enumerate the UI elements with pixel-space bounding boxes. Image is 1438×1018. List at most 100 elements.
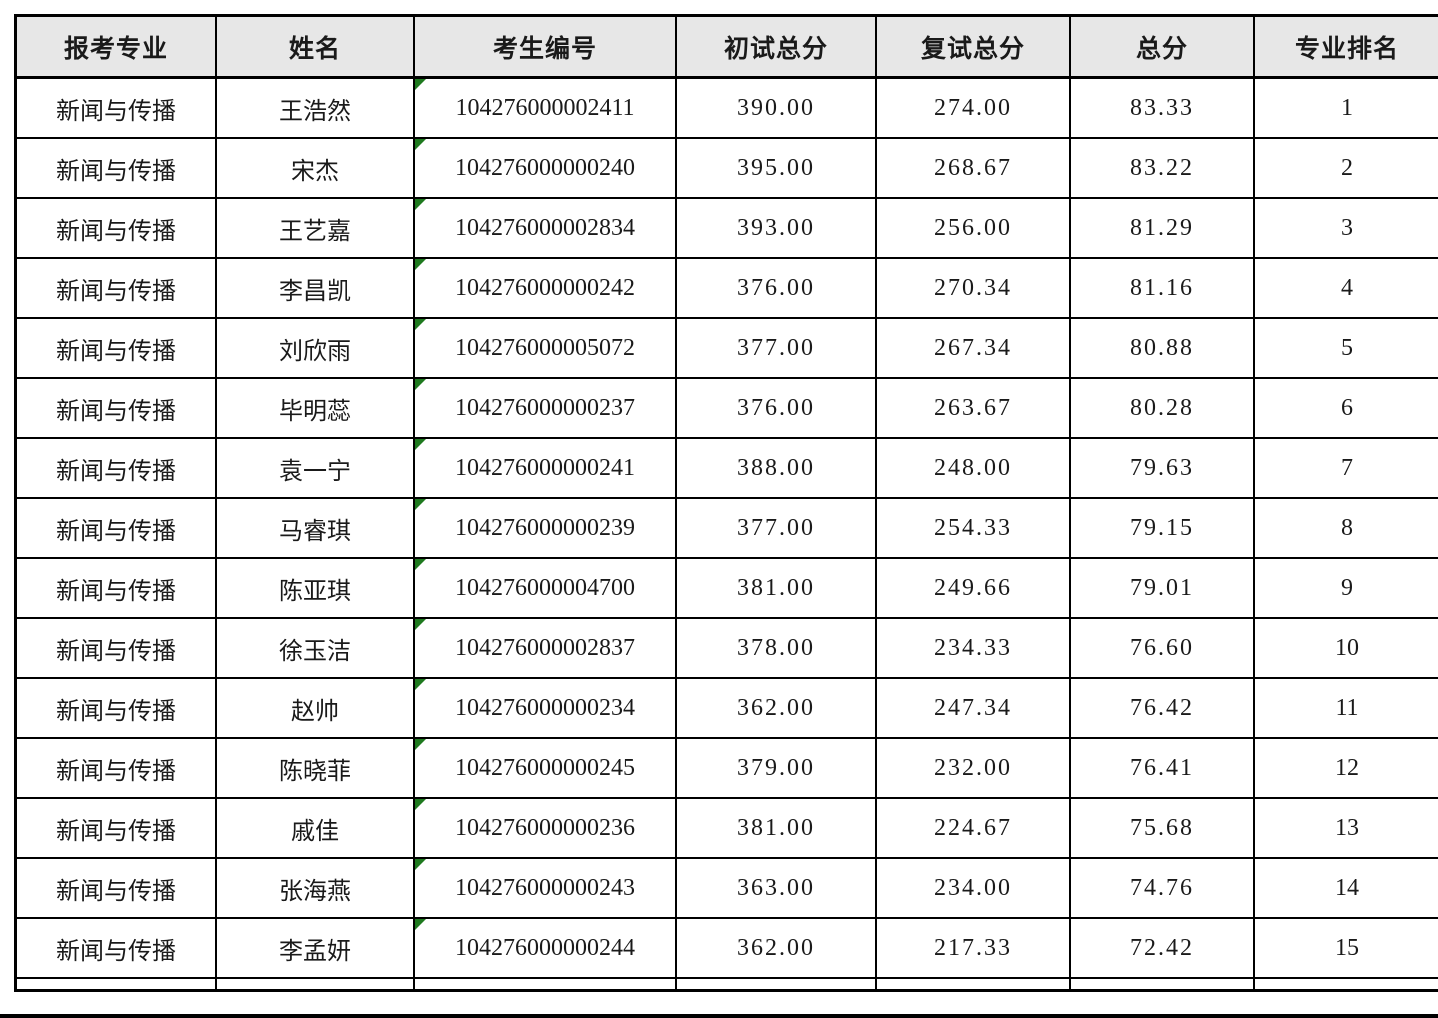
cell-retest_score: 234.33 — [875, 617, 1071, 679]
candidate-number-text: 104276000002411 — [455, 94, 635, 121]
cell-retest_score: 248.00 — [875, 437, 1071, 499]
cell-major: 新闻与传播 — [14, 377, 217, 439]
green-triangle-flag-icon — [416, 620, 426, 630]
cell-initial_score: 395.00 — [675, 137, 877, 199]
candidate-number-text: 104276000000243 — [455, 874, 635, 901]
table-row: 新闻与传播 张海燕 104276000000243 363.00 234.00 74.76… — [14, 857, 1438, 919]
cell-major: 新闻与传播 — [14, 197, 217, 259]
cell-name: 毕明蕊 — [215, 377, 415, 439]
column-header-total_score: 总分 — [1069, 14, 1255, 79]
candidate-number-text: 104276000000236 — [455, 814, 635, 841]
candidate-number-text: 104276000000237 — [455, 394, 635, 421]
cell-initial_score: 376.00 — [675, 377, 877, 439]
cell-total_score: 80.88 — [1069, 317, 1255, 379]
cell-rank: 14 — [1253, 857, 1438, 919]
table-body: 新闻与传播 王浩然 104276000002411 390.00 274.00 83.33… — [14, 76, 1438, 991]
green-triangle-flag-icon — [416, 500, 426, 510]
cell-name: 王浩然 — [215, 76, 415, 139]
cell-total_score: 76.41 — [1069, 737, 1255, 799]
table-row: 新闻与传播 戚佳 104276000000236 381.00 224.67 75.68 1… — [14, 797, 1438, 859]
cut-off-cell — [215, 977, 415, 991]
cell-rank: 8 — [1253, 497, 1438, 559]
table-row: 新闻与传播 刘欣雨 104276000005072 377.00 267.34 80.88… — [14, 317, 1438, 379]
cell-total_score: 76.42 — [1069, 677, 1255, 739]
cell-initial_score: 376.00 — [675, 257, 877, 319]
cell-candidate_no: 104276000000237 — [413, 377, 677, 439]
cell-name: 宋杰 — [215, 137, 415, 199]
green-triangle-flag-icon — [416, 380, 426, 390]
cell-candidate_no: 104276000000244 — [413, 917, 677, 979]
cell-total_score: 81.29 — [1069, 197, 1255, 259]
candidate-number-text: 104276000002834 — [455, 214, 635, 241]
cell-initial_score: 377.00 — [675, 317, 877, 379]
cell-rank: 11 — [1253, 677, 1438, 739]
green-triangle-flag-icon — [416, 260, 426, 270]
cell-candidate_no: 104276000000245 — [413, 737, 677, 799]
cell-major: 新闻与传播 — [14, 857, 217, 919]
cell-name: 李孟妍 — [215, 917, 415, 979]
cell-total_score: 80.28 — [1069, 377, 1255, 439]
cell-total_score: 75.68 — [1069, 797, 1255, 859]
cell-rank: 7 — [1253, 437, 1438, 499]
cell-total_score: 83.22 — [1069, 137, 1255, 199]
cell-initial_score: 381.00 — [675, 797, 877, 859]
column-header-initial_score: 初试总分 — [675, 14, 877, 79]
column-header-retest_score: 复试总分 — [875, 14, 1071, 79]
cut-off-cell — [413, 977, 677, 991]
cell-major: 新闻与传播 — [14, 137, 217, 199]
cell-candidate_no: 104276000002837 — [413, 617, 677, 679]
admission-score-table: 报考专业 姓名 考生编号 初试总分 复试总分 总分 专业排名 新闻与传播 王浩然 1042760… — [14, 14, 1438, 992]
cell-initial_score: 381.00 — [675, 557, 877, 619]
cell-candidate_no: 104276000000239 — [413, 497, 677, 559]
cell-retest_score: 270.34 — [875, 257, 1071, 319]
candidate-number-text: 104276000004700 — [455, 574, 635, 601]
table-row: 新闻与传播 陈晓菲 104276000000245 379.00 232.00 76.41… — [14, 737, 1438, 799]
table-row: 新闻与传播 王浩然 104276000002411 390.00 274.00 83.33… — [14, 76, 1438, 139]
cell-retest_score: 249.66 — [875, 557, 1071, 619]
cell-candidate_no: 104276000000241 — [413, 437, 677, 499]
cell-initial_score: 393.00 — [675, 197, 877, 259]
cell-major: 新闻与传播 — [14, 557, 217, 619]
green-triangle-flag-icon — [416, 740, 426, 750]
green-triangle-flag-icon — [416, 680, 426, 690]
cell-candidate_no: 104276000000243 — [413, 857, 677, 919]
cell-total_score: 79.63 — [1069, 437, 1255, 499]
cell-initial_score: 379.00 — [675, 737, 877, 799]
cell-candidate_no: 104276000002411 — [413, 76, 677, 139]
cell-retest_score: 217.33 — [875, 917, 1071, 979]
cell-retest_score: 234.00 — [875, 857, 1071, 919]
cell-candidate_no: 104276000000242 — [413, 257, 677, 319]
cell-candidate_no: 104276000005072 — [413, 317, 677, 379]
column-header-candidate_no: 考生编号 — [413, 14, 677, 79]
cell-major: 新闻与传播 — [14, 737, 217, 799]
cell-initial_score: 362.00 — [675, 677, 877, 739]
cell-rank: 13 — [1253, 797, 1438, 859]
cell-initial_score: 363.00 — [675, 857, 877, 919]
candidate-number-text: 104276000000244 — [455, 934, 635, 961]
candidate-number-text: 104276000000239 — [455, 514, 635, 541]
cut-off-row — [14, 977, 1438, 991]
cell-retest_score: 263.67 — [875, 377, 1071, 439]
table-row: 新闻与传播 宋杰 104276000000240 395.00 268.67 83.22 2 — [14, 137, 1438, 199]
cell-rank: 15 — [1253, 917, 1438, 979]
cell-rank: 4 — [1253, 257, 1438, 319]
cell-name: 刘欣雨 — [215, 317, 415, 379]
cell-major: 新闻与传播 — [14, 437, 217, 499]
table-header: 报考专业 姓名 考生编号 初试总分 复试总分 总分 专业排名 — [14, 14, 1438, 79]
cell-name: 戚佳 — [215, 797, 415, 859]
cell-major: 新闻与传播 — [14, 677, 217, 739]
cell-total_score: 83.33 — [1069, 76, 1255, 139]
green-triangle-flag-icon — [416, 79, 426, 90]
column-header-rank: 专业排名 — [1253, 14, 1438, 79]
cell-retest_score: 254.33 — [875, 497, 1071, 559]
cell-initial_score: 388.00 — [675, 437, 877, 499]
candidate-number-text: 104276000005072 — [455, 334, 635, 361]
cell-name: 徐玉洁 — [215, 617, 415, 679]
cell-retest_score: 232.00 — [875, 737, 1071, 799]
cell-name: 马睿琪 — [215, 497, 415, 559]
candidate-number-text: 104276000000240 — [455, 154, 635, 181]
cell-rank: 1 — [1253, 76, 1438, 139]
cell-candidate_no: 104276000000234 — [413, 677, 677, 739]
cell-major: 新闻与传播 — [14, 617, 217, 679]
